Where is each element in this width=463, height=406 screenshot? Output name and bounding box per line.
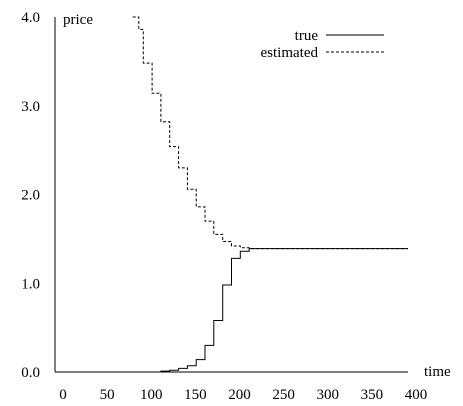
legend: true estimated	[261, 28, 384, 61]
y-tick-label: 2.0	[21, 188, 40, 204]
series-layer	[132, 16, 408, 373]
legend-label-true: true	[295, 28, 319, 44]
y-tick-label: 3.0	[21, 99, 40, 115]
series-line-true	[143, 248, 408, 373]
x-tick-label: 100	[140, 387, 163, 403]
x-tick-labels: 0 50 100 150 200 250 300 350 400	[59, 387, 427, 403]
x-tick-label: 250	[272, 387, 295, 403]
x-tick-label: 300	[317, 387, 340, 403]
legend-label-estimated: estimated	[261, 45, 319, 61]
x-tick-label: 350	[361, 387, 384, 403]
axes	[54, 17, 408, 373]
y-tick-label: 1.0	[21, 276, 40, 292]
series-line-estimated	[132, 16, 408, 250]
y-tick-label: 0.0	[21, 365, 40, 381]
x-tick-label: 400	[405, 387, 428, 403]
x-tick-label: 200	[228, 387, 251, 403]
y-tick-labels: 0.0 1.0 2.0 3.0 4.0	[21, 10, 40, 381]
x-tick-label: 150	[184, 387, 207, 403]
x-tick-label: 0	[59, 387, 67, 403]
y-axis-label: price	[63, 12, 93, 28]
y-tick-label: 4.0	[21, 10, 40, 26]
x-axis-label: time	[424, 364, 451, 380]
x-tick-label: 50	[100, 387, 115, 403]
